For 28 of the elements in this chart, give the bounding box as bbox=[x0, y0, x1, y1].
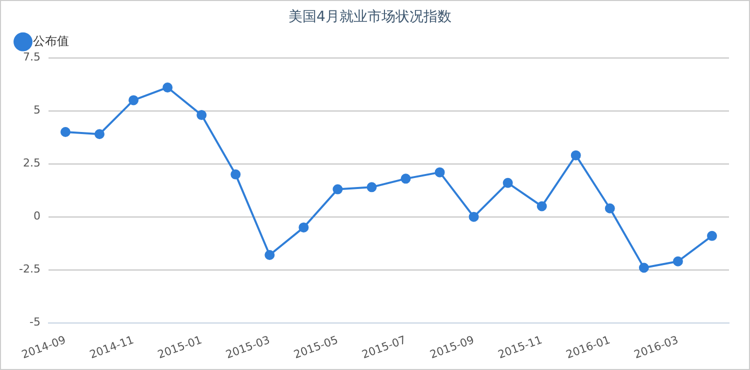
y-tick-label: -5 bbox=[29, 316, 40, 329]
point bbox=[638, 262, 649, 273]
y-tick-label: 7.5 bbox=[22, 50, 40, 64]
y-tick-label: 5 bbox=[33, 104, 40, 117]
point bbox=[230, 169, 241, 180]
point bbox=[672, 256, 683, 266]
point bbox=[332, 184, 343, 194]
chart-title: 美国4月就业市场状况指数 bbox=[288, 9, 452, 26]
point bbox=[60, 127, 70, 138]
point bbox=[400, 174, 411, 184]
point bbox=[264, 250, 275, 260]
point bbox=[502, 178, 513, 188]
point bbox=[570, 150, 581, 160]
legend-label: 公布值 bbox=[33, 34, 69, 48]
point bbox=[434, 167, 445, 178]
y-tick-label: 0 bbox=[33, 210, 40, 223]
point bbox=[536, 201, 547, 212]
point bbox=[298, 222, 309, 232]
point bbox=[128, 95, 139, 106]
point bbox=[162, 82, 173, 92]
point bbox=[468, 212, 479, 222]
y-tick-label: -2.5 bbox=[18, 262, 40, 276]
point bbox=[604, 203, 615, 214]
point bbox=[366, 182, 377, 192]
y-tick-label: 2.5 bbox=[22, 156, 40, 170]
point bbox=[94, 129, 105, 140]
point bbox=[196, 110, 207, 120]
point bbox=[706, 230, 717, 241]
